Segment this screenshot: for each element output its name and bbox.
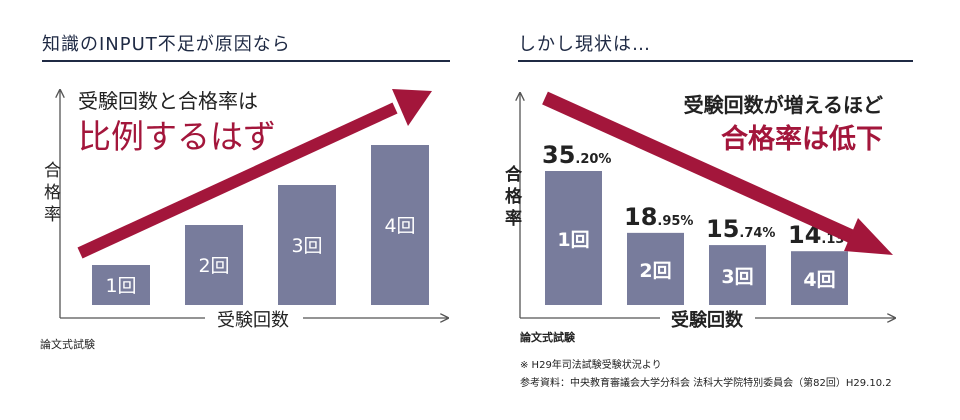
left-category-labels: 1回 2回 3回 4回 xyxy=(105,215,415,297)
right-category-label-3: 3回 xyxy=(721,266,753,288)
footnote-source-year: ※ H29年司法試験受験状況より xyxy=(520,360,662,371)
left-category-label-3: 3回 xyxy=(291,235,322,257)
left-source-label: 論文式試験 xyxy=(40,337,95,351)
right-bar-2 xyxy=(627,232,684,305)
right-bar-3 xyxy=(709,245,766,305)
left-chart: 受験回数 合格率 論文式試験 1回 2回 3回 4回 受験回数と合格率は 比例するはず xyxy=(40,89,448,351)
right-x-axis-label: 受験回数 xyxy=(671,309,744,331)
right-annotation-line1: 受験回数が増えるほど xyxy=(684,93,883,117)
footnote-reference: 参考資料：中央教育審議会大学分科会 法科大学院特別委員会（第82回）H29.10… xyxy=(520,378,892,389)
left-bars xyxy=(92,145,429,305)
right-bar-4 xyxy=(791,251,848,305)
left-bar-4 xyxy=(371,145,429,305)
left-category-label-2: 2回 xyxy=(198,255,229,277)
right-chart: 受験回数 合格率 論文式試験 1回 2回 3回 4回 35.20% 18.95% 15.7… xyxy=(505,91,895,344)
left-title-rule xyxy=(42,60,450,62)
left-x-axis-label: 受験回数 xyxy=(217,310,289,331)
left-bar-3 xyxy=(278,185,336,305)
left-category-label-4: 4回 xyxy=(384,215,415,237)
right-bar-1 xyxy=(545,171,602,305)
left-annotation-line2: 比例するはず xyxy=(78,117,276,156)
left-annotation-line1: 受験回数と合格率は xyxy=(78,89,258,113)
right-category-label-4: 4回 xyxy=(803,269,835,291)
right-title-rule xyxy=(518,60,913,62)
left-trend-arrow-shaft xyxy=(77,102,398,259)
right-annotation-line2: 合格率は低下 xyxy=(721,123,883,155)
right-source-label: 論文式試験 xyxy=(520,330,576,344)
right-value-label-2: 18.95% xyxy=(624,203,693,231)
left-trend-arrow-head xyxy=(392,89,432,126)
left-bar-2 xyxy=(185,225,243,305)
right-trend-arrow-shaft xyxy=(542,91,858,245)
left-category-label-1: 1回 xyxy=(105,275,136,297)
right-value-label-3: 15.74% xyxy=(706,215,775,243)
left-bar-1 xyxy=(92,265,150,305)
left-panel-title: 知識のINPUT不足が原因なら xyxy=(42,34,291,55)
right-category-label-1: 1回 xyxy=(557,229,589,251)
right-category-labels: 1回 2回 3回 4回 xyxy=(557,229,835,291)
right-panel-title: しかし現状は… xyxy=(518,34,651,55)
right-bars xyxy=(545,171,848,305)
right-category-label-2: 2回 xyxy=(639,260,671,282)
left-y-axis-label: 合格率 xyxy=(44,161,61,225)
right-y-axis-label: 合格率 xyxy=(505,164,523,229)
right-value-label-1: 35.20% xyxy=(542,141,611,169)
right-trend-arrow-head xyxy=(844,218,893,255)
